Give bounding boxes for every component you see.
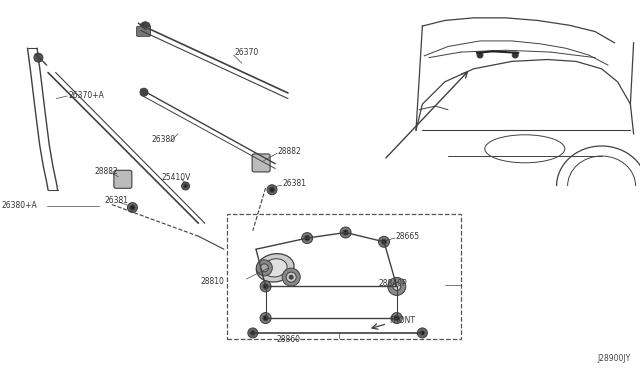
Circle shape [340,227,351,238]
Circle shape [393,282,401,291]
Text: 26380: 26380 [151,135,175,144]
Text: 26380+A: 26380+A [2,201,38,210]
Circle shape [260,264,268,272]
Text: 28882: 28882 [95,167,118,176]
Circle shape [34,53,43,62]
Circle shape [184,185,187,187]
Circle shape [512,52,518,58]
Circle shape [260,312,271,324]
Text: 26381: 26381 [282,179,307,188]
Circle shape [388,278,406,295]
Circle shape [477,52,483,58]
FancyBboxPatch shape [252,154,270,172]
Circle shape [391,281,403,292]
Circle shape [286,272,296,282]
Circle shape [417,328,428,338]
Ellipse shape [257,254,294,282]
Circle shape [301,232,313,244]
Ellipse shape [263,259,287,277]
Text: 26370: 26370 [234,48,259,57]
Text: 28840P: 28840P [379,279,408,288]
Text: 26370+A: 26370+A [68,92,104,100]
Ellipse shape [485,135,564,163]
Circle shape [269,187,275,192]
Circle shape [263,284,268,289]
Circle shape [248,328,258,338]
Circle shape [260,281,271,292]
Circle shape [289,275,293,279]
FancyBboxPatch shape [136,26,150,36]
Text: 28810: 28810 [200,277,224,286]
Circle shape [182,182,189,190]
Circle shape [420,331,424,335]
Text: 28665: 28665 [396,232,420,241]
Circle shape [282,268,300,286]
Text: 28860: 28860 [276,335,301,344]
Circle shape [267,185,277,195]
Text: 26381: 26381 [104,196,128,205]
Circle shape [343,230,348,235]
Circle shape [130,205,135,210]
Circle shape [391,312,403,324]
Circle shape [256,260,273,276]
Circle shape [251,331,255,335]
Circle shape [127,203,138,212]
Text: FRONT: FRONT [389,316,415,325]
Text: 25410V: 25410V [161,173,191,182]
Circle shape [140,22,150,32]
Circle shape [381,239,387,244]
Circle shape [140,88,148,96]
Text: J28900JY: J28900JY [597,355,630,363]
Text: 28882: 28882 [278,147,301,156]
Circle shape [305,235,310,241]
Circle shape [394,284,399,289]
Circle shape [263,315,268,321]
Circle shape [378,236,390,247]
FancyBboxPatch shape [114,170,132,188]
Circle shape [394,315,399,321]
